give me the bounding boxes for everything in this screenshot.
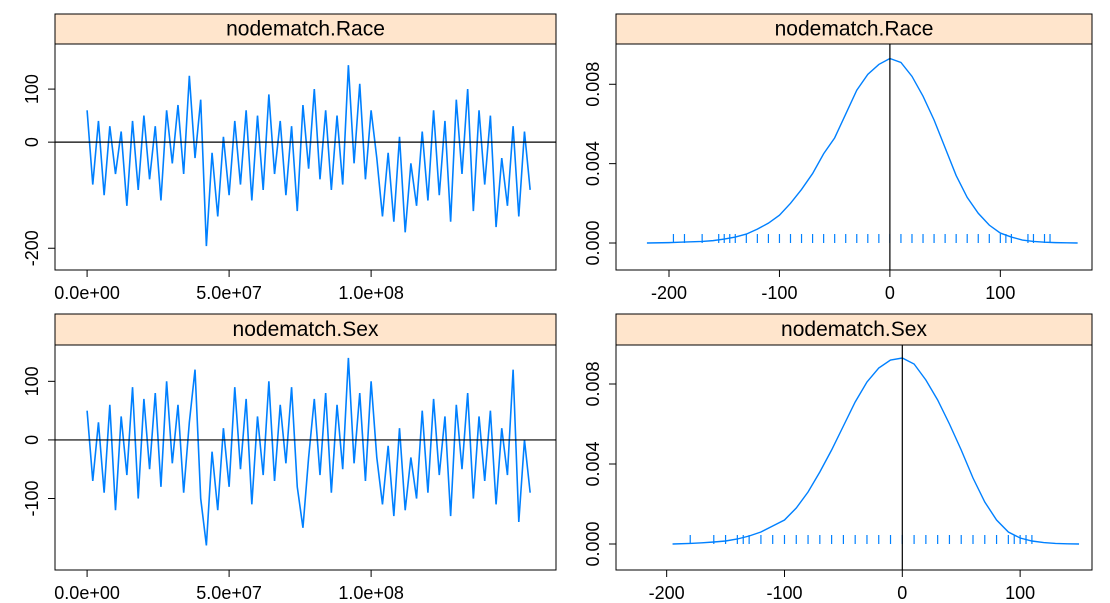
x-tick-label: 100 — [1005, 583, 1035, 603]
y-tick-label: 0.004 — [583, 441, 603, 486]
x-tick-label: -100 — [766, 583, 802, 603]
panel-frame — [615, 43, 1093, 271]
strip — [54, 313, 557, 346]
y-tick-label: 0.004 — [583, 141, 603, 186]
panel-title: nodematch.Sex — [781, 318, 927, 341]
y-tick-label: 0 — [22, 435, 42, 445]
x-tick-label: 0 — [885, 283, 895, 303]
density-line — [672, 357, 1080, 545]
strip — [54, 13, 557, 45]
x-tick-label: -200 — [651, 283, 687, 303]
y-tick-label: -100 — [22, 481, 42, 517]
x-tick-label: 1.0e+08 — [338, 583, 404, 603]
x-tick-label: 1.0e+08 — [338, 283, 404, 303]
x-tick-label: 5.0e+07 — [196, 283, 262, 303]
x-tick-label: 0 — [897, 583, 907, 603]
trace-line — [86, 65, 531, 247]
x-tick-label: -200 — [649, 583, 685, 603]
y-tick-label: 0.008 — [583, 361, 603, 406]
panel-title: nodematch.Sex — [233, 318, 379, 341]
trace-line — [86, 357, 531, 546]
x-tick-label: 0.0e+00 — [54, 283, 120, 303]
strip — [615, 313, 1093, 346]
y-tick-label: 100 — [22, 366, 42, 396]
x-tick-label: 0.0e+00 — [54, 583, 120, 603]
x-tick-label: 100 — [985, 283, 1015, 303]
y-tick-label: -200 — [22, 230, 42, 266]
x-tick-label: -100 — [761, 283, 797, 303]
panel-frame — [615, 344, 1093, 571]
panel-frame — [54, 43, 557, 271]
y-tick-label: 100 — [22, 74, 42, 104]
panel-frame — [54, 344, 557, 571]
panel-title: nodematch.Race — [775, 18, 934, 41]
y-tick-label: 0.000 — [583, 521, 603, 566]
x-tick-label: 5.0e+07 — [196, 583, 262, 603]
y-tick-label: 0.000 — [583, 220, 603, 265]
density-line — [646, 57, 1078, 244]
y-tick-label: 0.008 — [583, 62, 603, 107]
y-tick-label: 0 — [22, 137, 42, 147]
strip — [615, 13, 1093, 45]
panel-title: nodematch.Race — [226, 18, 385, 41]
